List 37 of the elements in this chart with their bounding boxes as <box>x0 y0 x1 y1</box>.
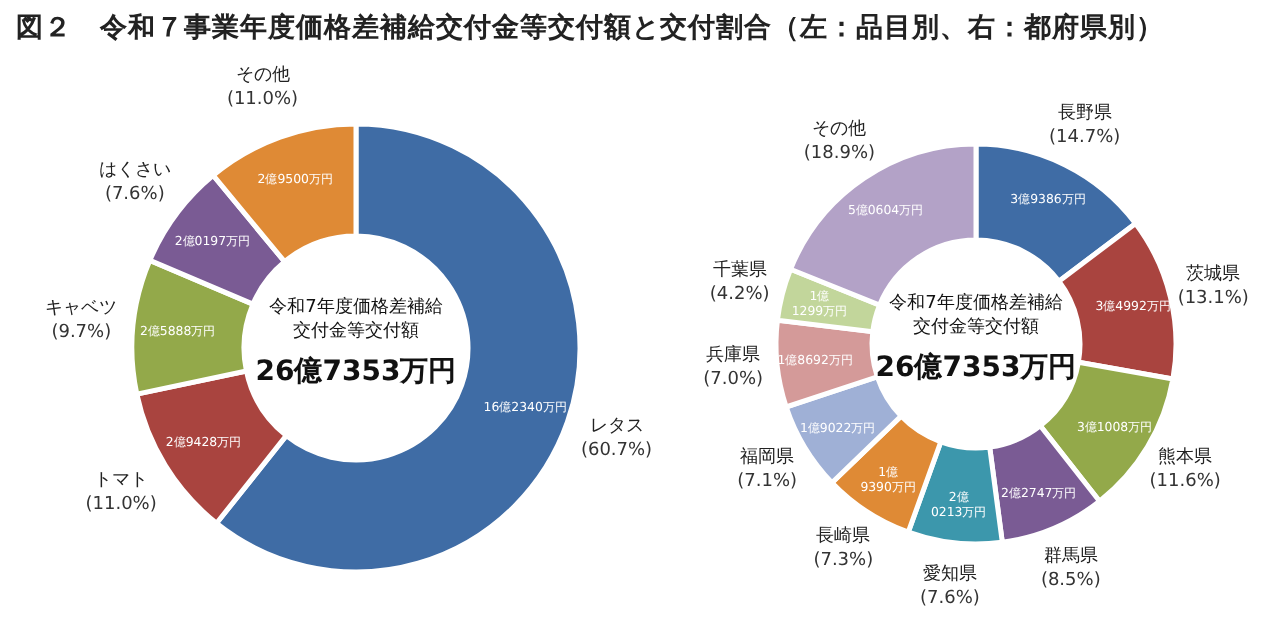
category-label: キャベツ <box>45 299 118 320</box>
value-label: (11.6%) <box>1149 471 1221 492</box>
value-label: (7.6%) <box>104 185 165 205</box>
category-label: 群馬県 <box>1043 546 1098 567</box>
value-label: (11.0%) <box>85 494 157 515</box>
annotation: 交付金等交付額 <box>913 318 1039 338</box>
value-label: (7.3%) <box>813 550 874 571</box>
annotation: 26億7353万円 <box>875 352 1077 384</box>
value-label: (60.7%) <box>580 441 653 462</box>
category-label: 愛知県 <box>923 564 977 585</box>
value-label: (18.9%) <box>803 143 876 164</box>
category-label: 茨城県 <box>1186 265 1241 286</box>
value-label: (13.1%) <box>1177 289 1249 310</box>
value-label: (7.1%) <box>737 472 798 493</box>
category-label: 熊本県 <box>1158 447 1213 468</box>
value-label: (9.7%) <box>51 323 112 344</box>
value-label: (8.5%) <box>1040 570 1101 591</box>
value-label: (7.0%) <box>703 370 764 391</box>
value-label: (4.2%) <box>709 285 770 306</box>
category-label: 千葉県 <box>712 261 767 282</box>
title: 図２ 令和７事業年度価格差補給交付金等交付額と交付割合（左：品目別、右：都府県別） <box>16 12 1164 44</box>
category-label: その他 <box>235 66 290 87</box>
annotation: 26億7353万円 <box>255 356 457 388</box>
category-label: 長野県 <box>1057 103 1112 124</box>
category-label: 福岡県 <box>740 448 795 469</box>
category-label: その他 <box>812 119 867 140</box>
category-label: はくさい <box>98 161 171 181</box>
annotation: 令和7年度価格差補給 <box>889 294 1063 314</box>
category-label: レタス <box>589 417 644 438</box>
annotation: 令和7年度価格差補給 <box>269 298 443 318</box>
category-label: トマト <box>94 470 149 491</box>
value-label: (14.7%) <box>1049 127 1121 148</box>
category-label: 長崎県 <box>816 526 871 547</box>
value-label: (11.0%) <box>226 90 299 111</box>
value-label: (7.6%) <box>920 588 980 609</box>
annotation: 交付金等交付額 <box>293 322 419 342</box>
category-label: 兵庫県 <box>706 346 761 367</box>
